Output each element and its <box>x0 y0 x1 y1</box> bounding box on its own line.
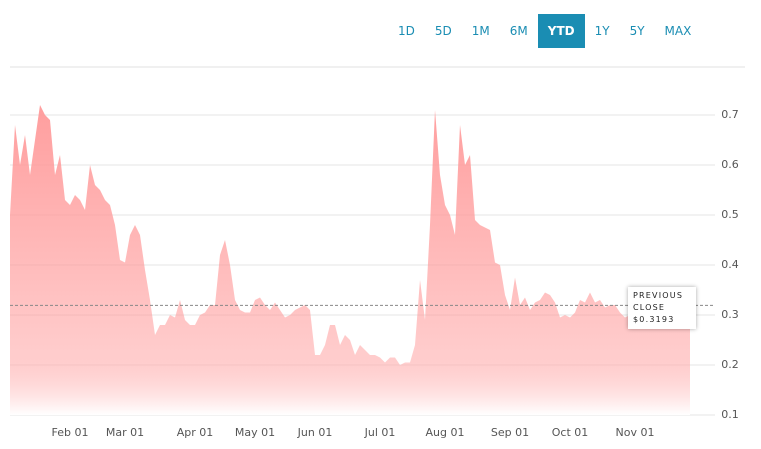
price-area <box>10 105 690 415</box>
y-tick-label: 0.7 <box>721 108 739 121</box>
range-selector: 1D 5D 1M 6M YTD 1Y 5Y MAX <box>388 14 701 48</box>
x-tick-label: Aug 01 <box>426 426 465 439</box>
range-button[interactable]: 5D <box>434 24 452 38</box>
x-tick-label: Jul 01 <box>364 426 396 439</box>
previous-close-label: PREVIOUS CLOSE <box>633 291 684 312</box>
range-button[interactable]: 1D <box>398 24 415 38</box>
previous-close-value: $0.3193 <box>633 315 675 324</box>
y-tick-label: 0.2 <box>721 358 739 371</box>
y-tick-label: 0.4 <box>721 258 739 271</box>
y-tick-label: 0.6 <box>721 158 739 171</box>
y-tick-label: 0.5 <box>721 208 739 221</box>
x-tick-label: Jun 01 <box>297 426 333 439</box>
x-tick-label: Mar 01 <box>106 426 144 439</box>
y-tick-label: 0.1 <box>721 408 739 421</box>
range-button[interactable]: 1M <box>471 24 490 38</box>
range-button[interactable]: 5Y <box>629 24 645 38</box>
x-tick-label: Oct 01 <box>552 426 589 439</box>
x-tick-label: May 01 <box>235 426 275 439</box>
x-tick-label: Sep 01 <box>491 426 529 439</box>
previous-close-box: PREVIOUS CLOSE $0.3193 <box>628 287 696 329</box>
x-tick-label: Apr 01 <box>177 426 214 439</box>
range-button[interactable]: YTD <box>537 14 585 48</box>
x-tick-label: Feb 01 <box>52 426 89 439</box>
range-button[interactable]: MAX <box>664 24 692 38</box>
y-tick-label: 0.3 <box>721 308 739 321</box>
range-button[interactable]: 1Y <box>594 24 610 38</box>
x-tick-label: Nov 01 <box>616 426 655 439</box>
range-button[interactable]: 6M <box>509 24 528 38</box>
